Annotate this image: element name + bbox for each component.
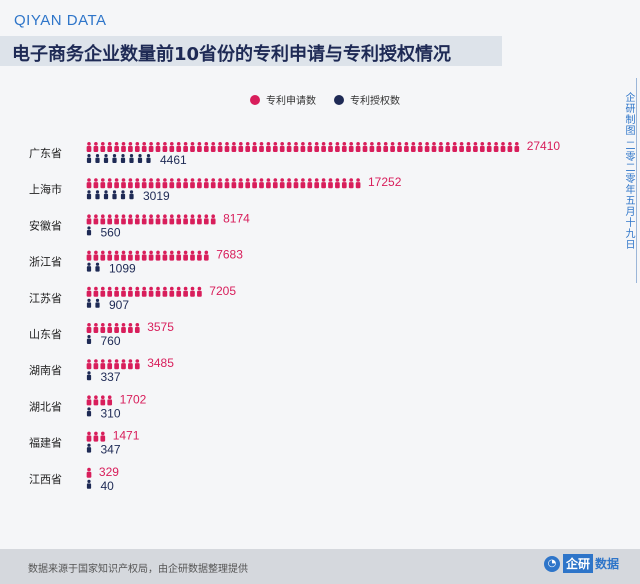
title-bar: [0, 36, 502, 66]
legend: 专利申请数 专利授权数: [250, 92, 418, 107]
bar-grants: [86, 190, 134, 200]
value-label-applications: 1471: [113, 429, 140, 443]
legend-item-applications: 专利申请数: [250, 92, 316, 107]
bar-grants: [86, 479, 92, 489]
bar-grants: [86, 262, 100, 272]
category-label: 江西省: [29, 473, 62, 486]
value-label-applications: 7205: [209, 284, 236, 298]
bar-grants: [86, 298, 100, 308]
bar-applications: [86, 323, 140, 333]
legend-label-applications: 专利申请数: [266, 96, 316, 107]
category-label: 上海市: [29, 182, 62, 196]
province-row: 浙江省 7683 1099: [29, 248, 243, 276]
bar-applications: [86, 431, 106, 442]
bar-grants: [86, 226, 92, 236]
logo-mark-icon: ◔: [544, 555, 560, 572]
logo-box-text: 企研: [563, 554, 594, 573]
bar-applications: [86, 178, 361, 189]
province-row: 安徽省 8174 560: [29, 211, 250, 239]
bar-applications: [86, 359, 140, 370]
value-label-applications: 27410: [527, 139, 561, 153]
value-label-grants: 907: [109, 298, 129, 312]
province-row: 湖南省 3485 337: [29, 356, 174, 384]
value-label-grants: 560: [101, 225, 121, 239]
bar-grants: [86, 154, 151, 163]
value-label-grants: 310: [101, 406, 121, 420]
province-row: 广东省 27410 4461: [29, 139, 560, 167]
legend-swatch-applications: [250, 94, 260, 105]
value-label-grants: 3019: [143, 189, 170, 203]
logo-text: 数据: [595, 557, 620, 571]
value-label-grants: 40: [101, 479, 115, 493]
value-label-applications: 7683: [216, 248, 243, 262]
value-label-grants: 337: [101, 370, 121, 384]
value-label-applications: 3485: [147, 356, 174, 370]
legend-label-grants: 专利授权数: [350, 96, 400, 107]
bar-applications: [86, 286, 202, 297]
value-label-grants: 347: [101, 443, 121, 457]
province-row: 上海市 17252 3019: [29, 175, 402, 203]
category-label: 广东省: [29, 147, 62, 160]
bar-applications: [86, 214, 216, 225]
category-label: 江苏省: [29, 292, 62, 305]
category-label: 福建省: [29, 436, 62, 450]
bar-grants: [86, 407, 92, 417]
value-label-grants: 4461: [160, 153, 187, 167]
value-label-applications: 8174: [223, 211, 250, 225]
value-label-grants: 760: [101, 334, 121, 348]
bar-applications: [86, 142, 520, 152]
legend-item-grants: 专利授权数: [334, 92, 400, 107]
brand-label: QIYAN DATA: [14, 12, 107, 29]
legend-swatch-grants: [334, 94, 344, 105]
category-label: 浙江省: [29, 256, 62, 269]
value-label-applications: 329: [99, 465, 119, 479]
chart-title: 电子商务企业数量前10省份的专利申请与专利授权情况: [12, 44, 452, 65]
footer-bar: [0, 549, 640, 584]
bar-grants: [86, 371, 92, 381]
footer-logo: ◔ 企研 数据: [544, 554, 619, 573]
bar-applications: [86, 395, 113, 406]
value-label-applications: 1702: [120, 392, 147, 406]
value-label-applications: 17252: [368, 175, 402, 189]
category-label: 湖南省: [29, 364, 62, 377]
category-label: 安徽省: [29, 218, 62, 232]
province-row: 江苏省 7205 907: [29, 284, 236, 312]
value-label-applications: 3575: [147, 320, 174, 334]
bar-grants: [86, 443, 92, 453]
category-label: 山东省: [29, 328, 62, 341]
bar-applications: [86, 250, 209, 261]
side-note: 企研制图 二零二零年五月十九日: [623, 92, 634, 251]
value-label-grants: 1099: [109, 262, 136, 276]
footer-source-note: 数据来源于国家知识产权局，由企研数据整理提供: [28, 564, 248, 575]
province-row: 山东省 3575 760: [29, 320, 174, 348]
category-label: 湖北省: [29, 400, 62, 413]
side-divider: [636, 78, 637, 283]
bar-grants: [86, 335, 92, 344]
bar-applications: [86, 467, 92, 478]
